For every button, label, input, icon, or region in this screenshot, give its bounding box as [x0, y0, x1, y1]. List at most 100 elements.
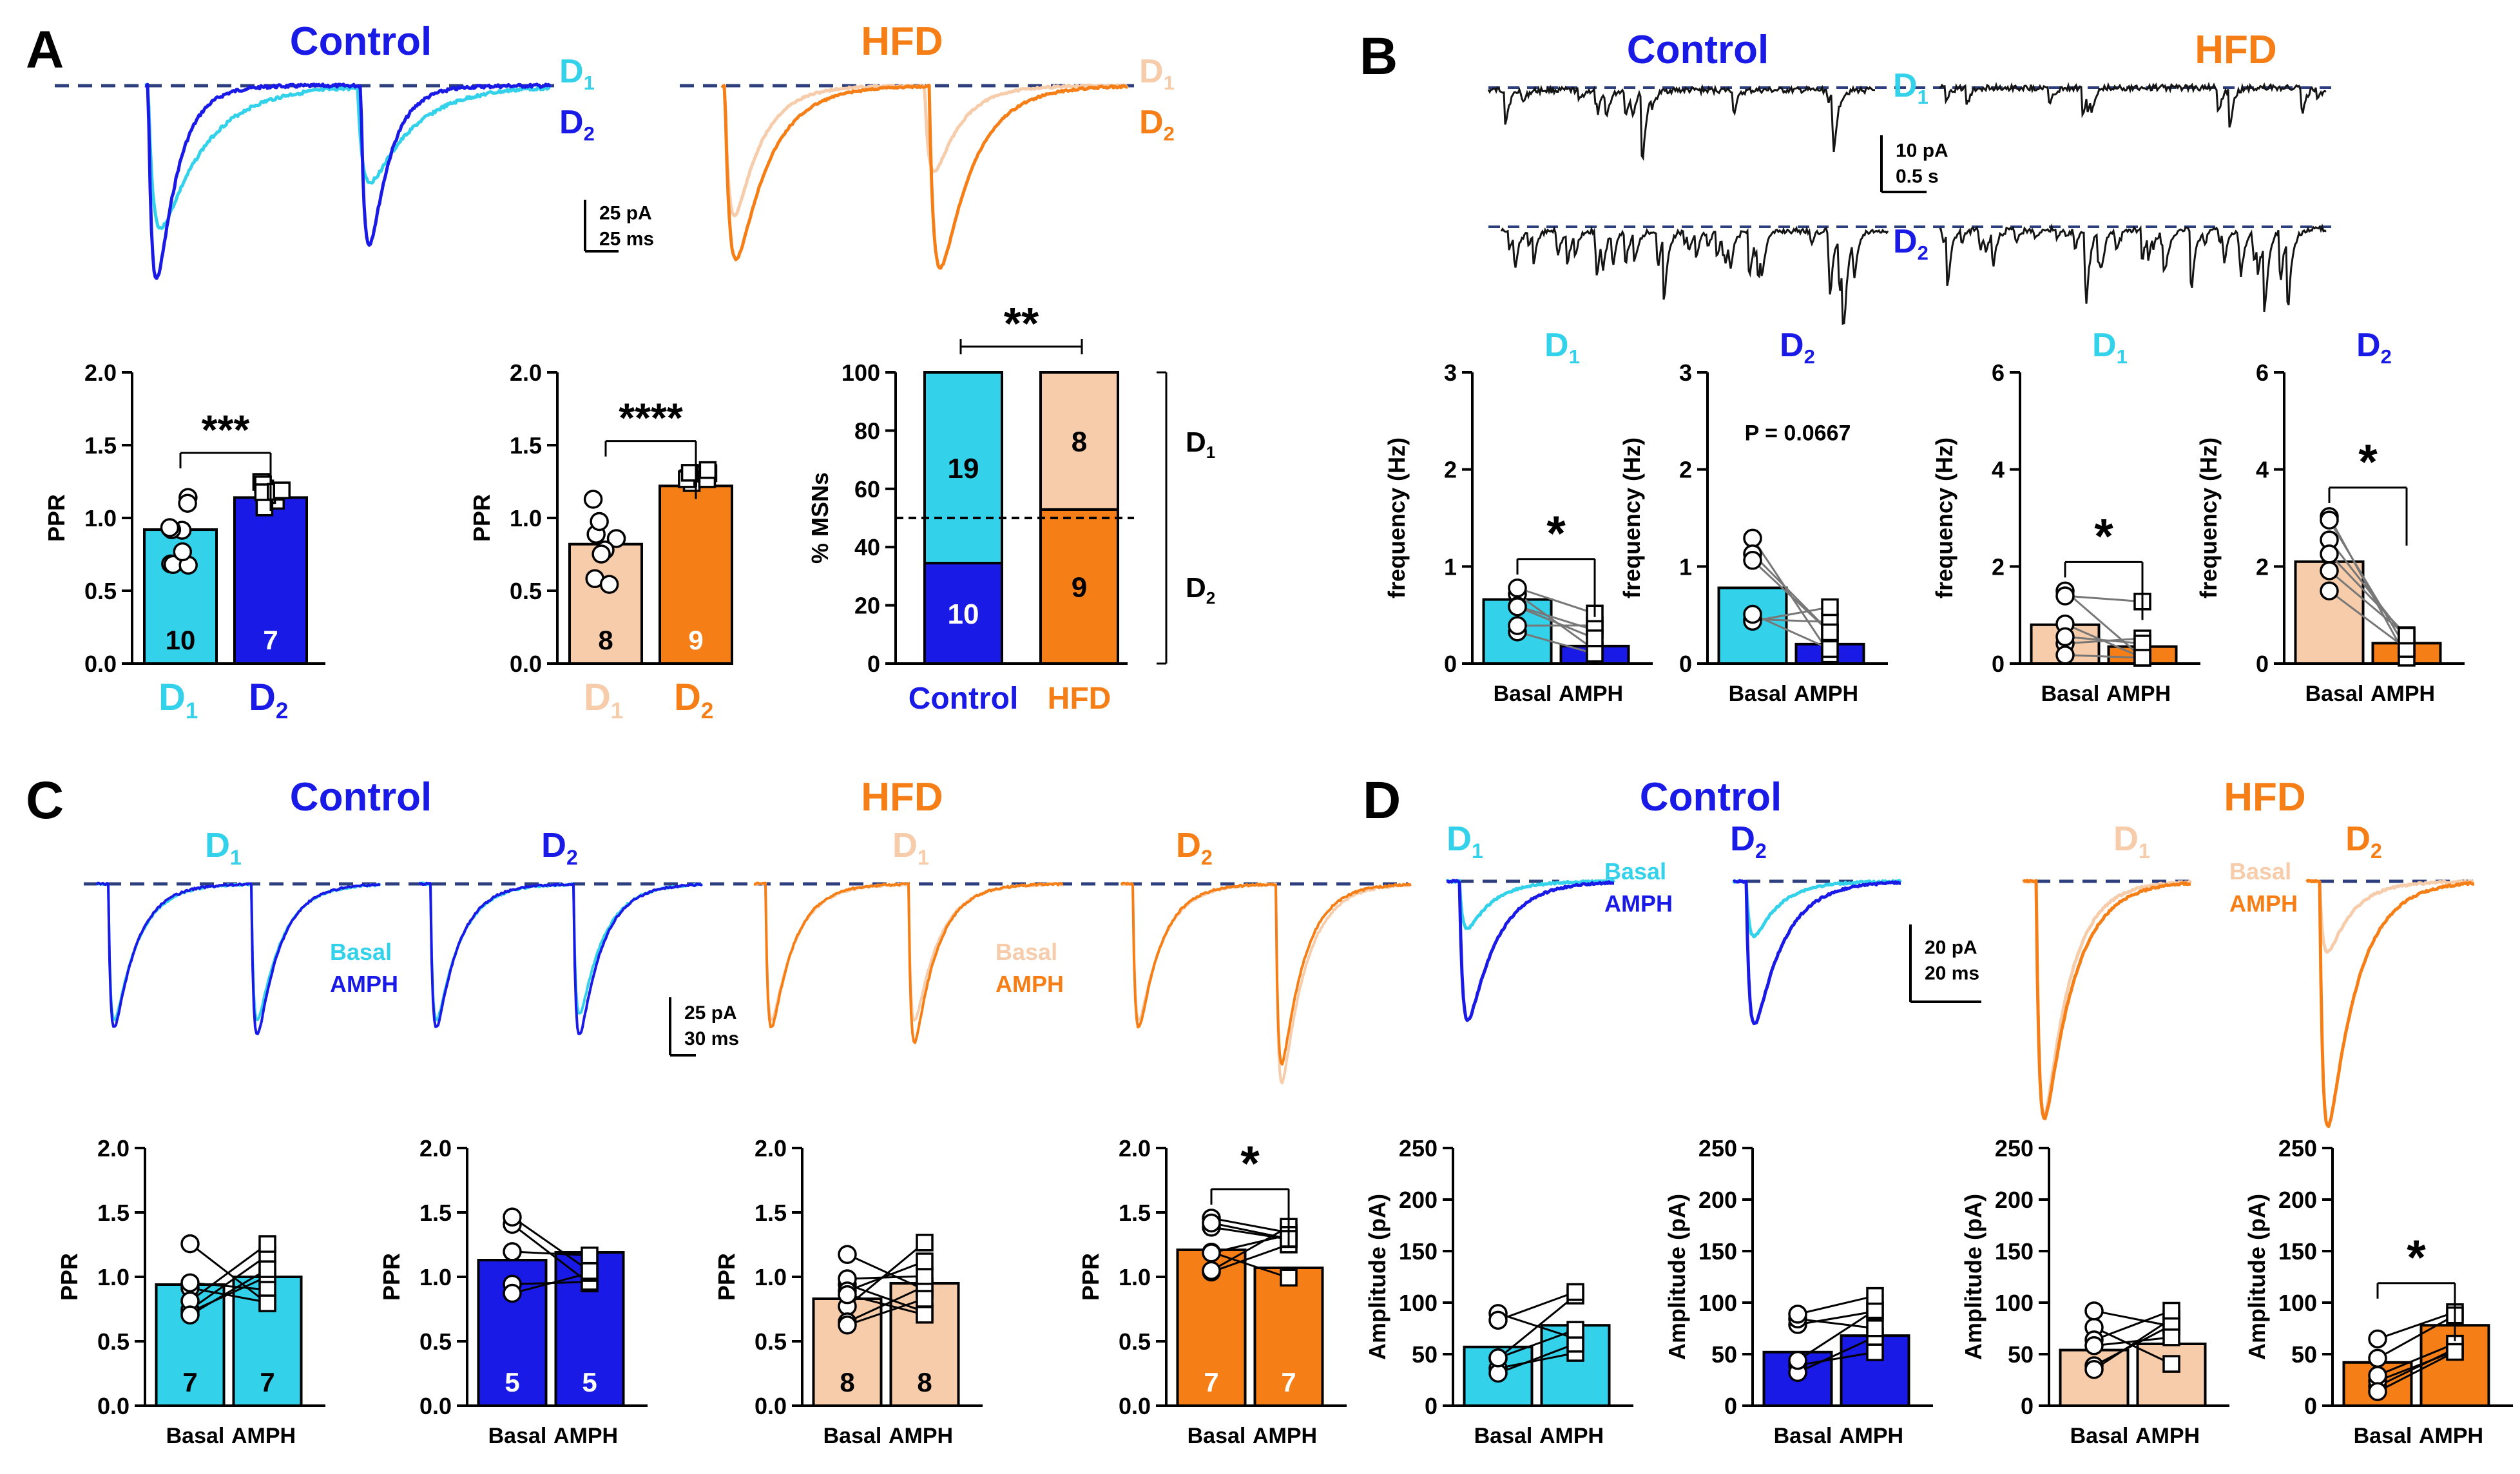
- panel-c-hfd-d1-trace-amph: [753, 881, 1064, 1044]
- data-point-square: [1821, 640, 1839, 658]
- chart-title: D1: [2092, 327, 2128, 368]
- bar-n-label: 7: [263, 625, 278, 655]
- paired-line: [1751, 559, 1831, 633]
- panel-c-control-d2-trace-amph: [418, 881, 703, 1035]
- data-point-circle: [2320, 561, 2339, 580]
- data-point-square: [1566, 1283, 1584, 1301]
- data-point-circle: [2320, 510, 2339, 530]
- data-point-circle: [838, 1245, 857, 1265]
- panel-c-hfd-d2-title: D2: [1176, 826, 1213, 869]
- y-tick-label: 0.5: [755, 1328, 787, 1355]
- x-category-label: AMPH: [1253, 1424, 1317, 1448]
- x-category-label: Basal: [2354, 1424, 2412, 1448]
- data-point-circle: [1202, 1213, 1221, 1233]
- panel-c-hfd-d2-trace-amph: [1120, 881, 1412, 1066]
- data-point-circle: [1508, 579, 1527, 598]
- data-point-circle: [178, 493, 197, 513]
- panel-a-control-d2-trace: [144, 82, 552, 280]
- stacked-bar-d1-control: [923, 371, 1003, 565]
- chart-B-freq-hfd-d1: 0 2 4 6 frequency (Hz) Basal AMPH D1 *: [1931, 327, 2200, 706]
- chart-A-ppr-control: 0.0 0.5 1.0 1.5 2.0 PPR 10 7 D1 D2 ***: [43, 359, 325, 723]
- x-category-label: AMPH: [1559, 682, 1623, 706]
- y-tick-label: 0.5: [1119, 1328, 1151, 1355]
- panel-b-control-d2-trace: [1500, 225, 1889, 325]
- y-axis-label: PPR: [468, 494, 495, 542]
- x-category-label: AMPH: [2135, 1424, 2200, 1448]
- significance-stars: *: [2094, 509, 2113, 564]
- data-point-square: [1566, 1321, 1584, 1339]
- chart-C-ppr-control-d1: 0.0 0.5 1.0 1.5 2.0 PPR 7 7 Basal AMPH: [56, 1135, 325, 1448]
- panel-d-hfd-d2-title: D2: [2345, 819, 2382, 863]
- y-tick-label: 1.0: [1119, 1264, 1151, 1290]
- y-tick-label: 1: [1679, 553, 1692, 580]
- data-point-circle: [1202, 1261, 1221, 1280]
- x-category-label: D1: [584, 676, 623, 723]
- y-tick-label: 2.0: [97, 1135, 130, 1162]
- paired-line: [1797, 1317, 1876, 1330]
- panel-b-hfd-d2-trace: [1939, 223, 2327, 312]
- paired-line: [189, 1254, 268, 1310]
- y-axis-label: % MSNs: [807, 472, 833, 564]
- scale-bar-amplitude-label: 10 pA: [1896, 140, 1948, 161]
- data-point-circle: [592, 544, 611, 564]
- significance-stars: *: [2358, 435, 2378, 490]
- paired-line: [2093, 1326, 2172, 1365]
- chart-C-ppr-hfd-d1: 0.0 0.5 1.0 1.5 2.0 PPR 8 8 Basal AMPH: [713, 1135, 983, 1448]
- y-tick-label: 6: [1992, 359, 2005, 386]
- y-tick-label: 1: [1444, 553, 1457, 580]
- y-tick-label: 250: [1399, 1135, 1438, 1162]
- data-point-square: [2133, 649, 2151, 667]
- panel-d-trace-4-basal: [2306, 879, 2475, 954]
- data-point-square: [1866, 1319, 1884, 1337]
- chart-title: D2: [1780, 327, 1815, 368]
- y-axis-label: PPR: [56, 1253, 82, 1301]
- paired-line: [1752, 606, 1831, 622]
- y-tick-label: 6: [2256, 359, 2269, 386]
- data-point-circle: [503, 1207, 522, 1227]
- y-axis-label: Amplitude (pA): [1960, 1194, 1986, 1360]
- data-point-circle: [1508, 597, 1527, 617]
- stacked-bar-d2-control: [923, 562, 1003, 665]
- paired-line: [1497, 1291, 1576, 1321]
- x-category-label: AMPH: [2371, 682, 2435, 706]
- y-tick-label: 100: [842, 359, 880, 386]
- panel-b-d1-legend: D1: [1893, 67, 1928, 108]
- panel-a-hfd-d1-trace: [721, 83, 1129, 218]
- x-category-label: AMPH: [1539, 1424, 1604, 1448]
- data-point-square: [1866, 1343, 1884, 1361]
- y-tick-label: 3: [1679, 359, 1692, 386]
- data-point-circle: [180, 1273, 200, 1292]
- data-point-square: [2446, 1343, 2464, 1361]
- data-point-circle: [173, 542, 193, 562]
- y-axis-label: Amplitude (pA): [1664, 1194, 1690, 1360]
- y-tick-label: 0: [2021, 1393, 2034, 1419]
- data-point-circle: [2055, 646, 2075, 665]
- x-category-label: D2: [249, 676, 288, 723]
- paired-line: [189, 1281, 268, 1291]
- stacked-bar-count-label: 8: [1072, 426, 1087, 457]
- paired-line: [1797, 1335, 1876, 1374]
- data-point-circle: [590, 512, 609, 531]
- x-category-label: AMPH: [231, 1424, 296, 1448]
- y-tick-label: 4: [2256, 457, 2269, 483]
- y-tick-label: 250: [1698, 1135, 1737, 1162]
- data-point-circle: [2084, 1360, 2104, 1379]
- y-tick-label: 1.5: [97, 1200, 130, 1226]
- panel-a-hfd-title: HFD: [861, 19, 943, 64]
- chart-C-ppr-control-d2: 0.0 0.5 1.0 1.5 2.0 PPR 5 5 Basal AMPH: [378, 1135, 648, 1448]
- panel-d-scale-bar: 20 pA 20 ms: [1909, 924, 1981, 1003]
- stacked-bar-d1-hfd: [1039, 371, 1119, 511]
- p-value-annotation: P = 0.0667: [1745, 421, 1851, 445]
- paired-line: [1797, 1295, 1876, 1316]
- paired-line: [1211, 1226, 1289, 1240]
- bar-n-label: 8: [598, 625, 613, 655]
- y-axis-label: Amplitude (pA): [1364, 1194, 1390, 1360]
- y-tick-label: 0: [2304, 1393, 2317, 1419]
- paired-line: [1211, 1243, 1289, 1273]
- chart-D-amp-control-d2: 0 50 100 150 200 250 Amplitude (pA) Basal AMPH: [1664, 1135, 1933, 1448]
- y-tick-label: 150: [1399, 1238, 1438, 1265]
- paired-line: [2093, 1336, 2172, 1347]
- data-point-square: [581, 1246, 599, 1265]
- x-category-label: Basal: [1774, 1424, 1832, 1448]
